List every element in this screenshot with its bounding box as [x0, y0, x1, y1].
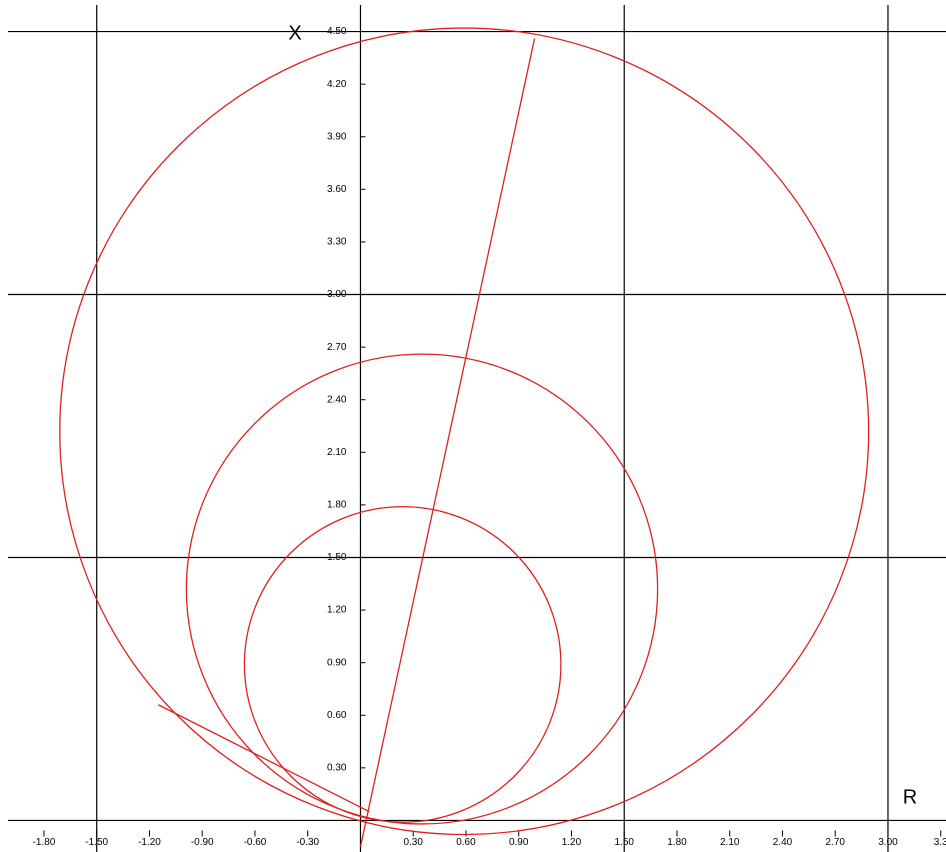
x-tick-label: -1.80 [33, 837, 56, 848]
x-tick-label: 0.90 [509, 837, 529, 848]
y-tick-label: 2.40 [327, 394, 347, 405]
x-tick-label: -0.30 [296, 837, 319, 848]
y-tick-label: 3.60 [327, 184, 347, 195]
x-tick-label: 0.30 [403, 837, 423, 848]
x-tick-label: 0.60 [456, 837, 476, 848]
x-tick-label: -0.90 [191, 837, 214, 848]
locus-line [360, 39, 534, 847]
x-tick-label: 1.20 [562, 837, 582, 848]
y-tick-label: 1.50 [327, 552, 347, 563]
y-tick-label: 3.90 [327, 131, 347, 142]
page: {"chart_data": {"type": "line", "x_label… [0, 0, 946, 852]
y-tick-label: 3.00 [327, 289, 347, 300]
y-tick-label: 2.70 [327, 342, 347, 353]
locus-circle [186, 354, 657, 824]
locus-circle [244, 507, 561, 823]
y-tick-label: 0.30 [327, 762, 347, 773]
x-tick-label: 2.40 [773, 837, 793, 848]
x-tick-label: -1.50 [85, 837, 108, 848]
y-tick-label: 4.20 [327, 79, 347, 90]
x-tick-label: 3.3 [934, 837, 946, 848]
x-tick-label: 3.00 [878, 837, 898, 848]
y-axis-label: X [288, 22, 301, 44]
x-tick-label: 2.70 [825, 837, 845, 848]
x-axis-label: R [903, 786, 917, 808]
y-tick-label: 3.30 [327, 237, 347, 248]
chart: X R -1.80 -1.50 -1.20 -0.90 -0.60 -0.30 0.30 0.… [0, 0, 946, 852]
locus-circle [60, 28, 869, 834]
y-tick-label: 0.90 [327, 657, 347, 668]
x-tick-label: 1.80 [667, 837, 687, 848]
y-tick-label: 1.80 [327, 500, 347, 511]
y-tick-label: 4.50 [327, 26, 347, 37]
x-tick-label: -0.60 [244, 837, 267, 848]
x-tick-label: -1.20 [138, 837, 161, 848]
y-tick-label: 2.10 [327, 447, 347, 458]
x-tick-label: 2.10 [720, 837, 740, 848]
x-tick-label: 1.50 [614, 837, 634, 848]
y-tick-label: 0.60 [327, 710, 347, 721]
y-tick-label: 1.20 [327, 605, 347, 616]
